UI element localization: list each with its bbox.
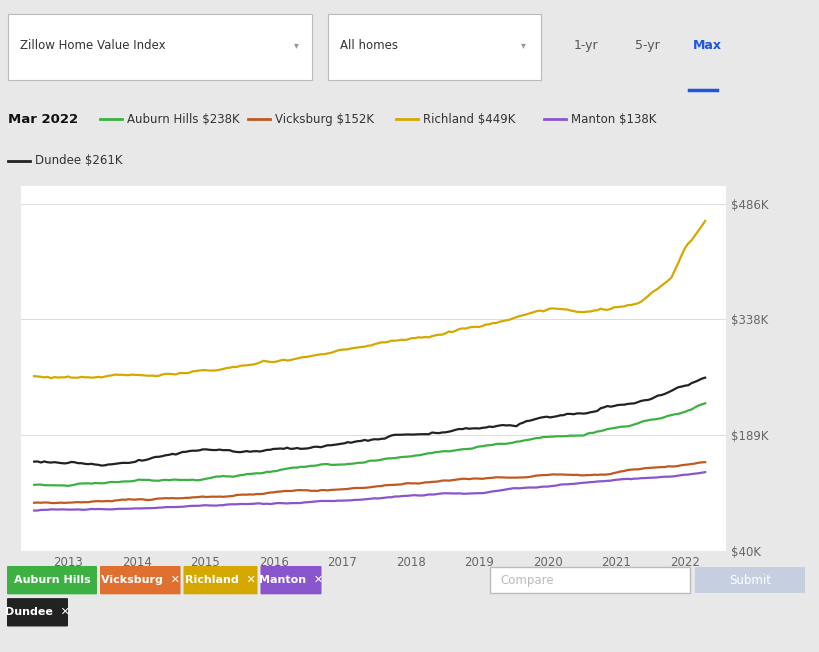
Text: Submit: Submit xyxy=(728,574,770,587)
FancyBboxPatch shape xyxy=(695,567,804,593)
Text: Dundee $261K: Dundee $261K xyxy=(35,154,122,167)
Text: Auburn Hills $238K: Auburn Hills $238K xyxy=(127,113,239,126)
Text: 5-yr: 5-yr xyxy=(635,39,659,52)
FancyBboxPatch shape xyxy=(8,14,311,80)
FancyBboxPatch shape xyxy=(7,566,97,595)
Text: Richland $449K: Richland $449K xyxy=(423,113,515,126)
FancyBboxPatch shape xyxy=(183,566,257,595)
Text: ▾: ▾ xyxy=(520,40,525,50)
FancyBboxPatch shape xyxy=(490,567,689,593)
Text: 1-yr: 1-yr xyxy=(573,39,598,52)
Text: All homes: All homes xyxy=(340,39,398,52)
Text: Manton  ✕: Manton ✕ xyxy=(259,575,323,585)
Text: Max: Max xyxy=(692,39,721,52)
Text: Manton $138K: Manton $138K xyxy=(570,113,655,126)
FancyBboxPatch shape xyxy=(260,566,321,595)
Text: Vicksburg  ✕: Vicksburg ✕ xyxy=(101,575,179,585)
FancyBboxPatch shape xyxy=(328,14,541,80)
Text: Vicksburg $152K: Vicksburg $152K xyxy=(274,113,373,126)
Text: Zillow Home Value Index: Zillow Home Value Index xyxy=(20,39,166,52)
Text: Compare: Compare xyxy=(500,574,553,587)
Text: Mar 2022: Mar 2022 xyxy=(8,113,78,126)
Text: ▾: ▾ xyxy=(293,40,298,50)
Text: Dundee  ✕: Dundee ✕ xyxy=(5,607,70,617)
Text: Auburn Hills: Auburn Hills xyxy=(14,575,90,585)
FancyBboxPatch shape xyxy=(100,566,180,595)
FancyBboxPatch shape xyxy=(7,598,68,627)
Text: Richland  ✕: Richland ✕ xyxy=(185,575,256,585)
